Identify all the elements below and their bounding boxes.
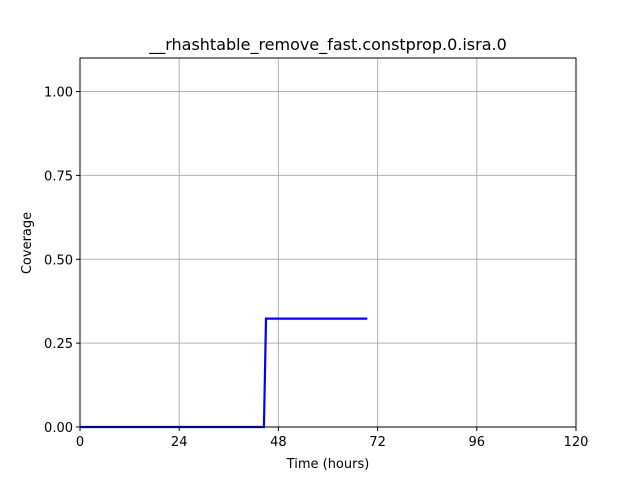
x-tick-label: 48 bbox=[270, 435, 287, 450]
y-tick-label: 1.00 bbox=[44, 86, 73, 101]
ticks: 0 24 48 72 96 120 0.00 0.25 0.50 0.75 1.00 bbox=[44, 86, 588, 450]
plot-frame bbox=[79, 57, 577, 428]
chart-title: __rhashtable_remove_fast.constprop.0.isr… bbox=[148, 35, 507, 55]
x-tick-label: 72 bbox=[369, 435, 386, 450]
y-tick-label: 0.00 bbox=[44, 421, 73, 436]
y-tick-label: 0.25 bbox=[44, 337, 73, 352]
x-axis-label: Time (hours) bbox=[286, 457, 370, 472]
x-tick-label: 96 bbox=[469, 435, 486, 450]
x-tick-label: 120 bbox=[564, 435, 589, 450]
x-tick-label: 24 bbox=[171, 435, 188, 450]
y-tick-label: 0.50 bbox=[44, 253, 73, 268]
y-axis-label: Coverage bbox=[20, 212, 35, 274]
y-tick-label: 0.75 bbox=[44, 169, 73, 184]
x-tick-label: 0 bbox=[76, 435, 84, 450]
